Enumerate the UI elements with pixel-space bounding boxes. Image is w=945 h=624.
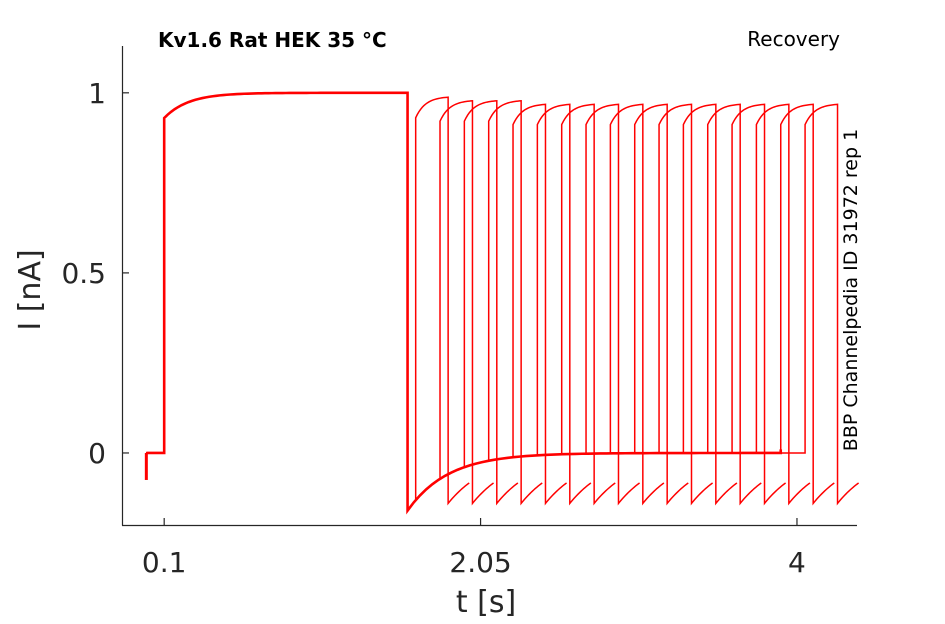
sweep-trace bbox=[146, 92, 543, 513]
x-axis-label: t [s] bbox=[456, 585, 516, 620]
x-tick-label: 2.05 bbox=[449, 546, 511, 579]
source-label: BBP Channelpedia ID 31972 rep 1 bbox=[840, 129, 862, 451]
protocol-annotation: Recovery bbox=[747, 27, 840, 51]
current-traces bbox=[144, 91, 860, 515]
sweep-trace bbox=[146, 92, 762, 513]
sweep-trace bbox=[146, 92, 787, 513]
sweep-trace bbox=[146, 92, 470, 513]
y-tick-label: 1 bbox=[88, 77, 106, 110]
chart-title: Kv1.6 Rat HEK 35 °C bbox=[158, 28, 387, 52]
tick-labels: 0.1 2.05 4 0 0.5 1 bbox=[61, 77, 805, 579]
sweep-trace bbox=[146, 92, 860, 513]
sweep-trace bbox=[146, 92, 714, 513]
y-tick-label: 0.5 bbox=[61, 257, 106, 290]
reference-trace bbox=[146, 91, 783, 515]
sweep-trace bbox=[146, 92, 641, 513]
tick-marks bbox=[122, 92, 798, 525]
sweep-trace bbox=[146, 92, 519, 513]
x-tick-label: 4 bbox=[788, 546, 806, 579]
sweep-trace bbox=[146, 92, 835, 513]
axes bbox=[121, 46, 857, 527]
y-tick-label: 0 bbox=[88, 437, 106, 470]
sweep-trace bbox=[146, 92, 495, 513]
x-tick-label: 0.1 bbox=[142, 546, 187, 579]
sweep-trace bbox=[146, 92, 811, 513]
sweep-trace bbox=[146, 92, 738, 513]
y-axis-label: I [nA] bbox=[13, 249, 48, 330]
sweep-trace bbox=[146, 92, 689, 513]
sweep-trace bbox=[146, 92, 592, 513]
sweep-trace bbox=[146, 92, 568, 513]
